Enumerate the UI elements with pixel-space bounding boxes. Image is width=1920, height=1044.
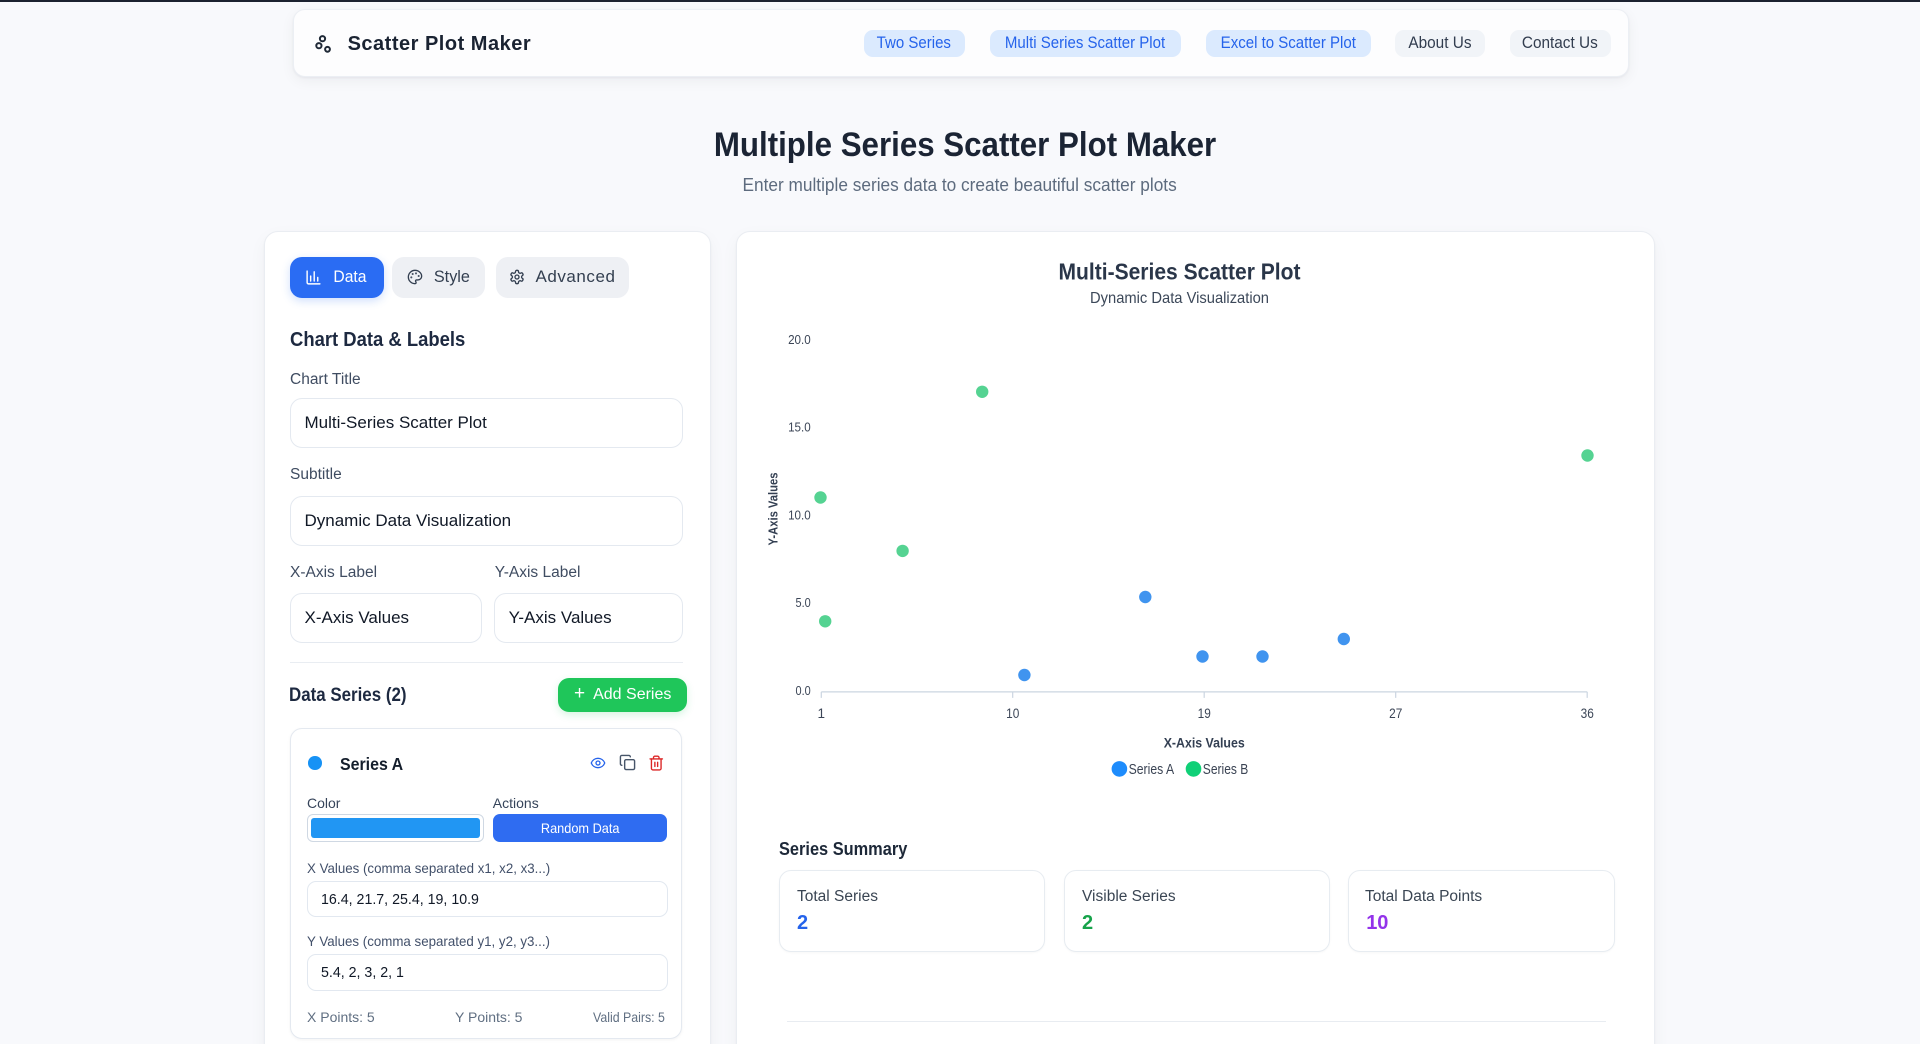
svg-text:Dynamic Data Visualization: Dynamic Data Visualization bbox=[1090, 290, 1269, 307]
svg-text:20.0: 20.0 bbox=[788, 331, 811, 346]
svg-text:X-Axis Values: X-Axis Values bbox=[1163, 734, 1244, 750]
svg-text:Series B: Series B bbox=[1202, 762, 1248, 778]
svg-text:5.0: 5.0 bbox=[795, 595, 810, 610]
svg-text:10: 10 bbox=[1006, 705, 1019, 720]
svg-text:Y-Axis Values: Y-Axis Values bbox=[765, 472, 780, 545]
svg-text:Multi-Series Scatter Plot: Multi-Series Scatter Plot bbox=[1058, 258, 1300, 284]
svg-text:27: 27 bbox=[1389, 705, 1402, 720]
svg-text:19: 19 bbox=[1197, 705, 1210, 720]
svg-text:36: 36 bbox=[1580, 705, 1593, 720]
svg-text:15.0: 15.0 bbox=[788, 419, 811, 434]
svg-text:1: 1 bbox=[817, 705, 825, 720]
svg-text:0.0: 0.0 bbox=[795, 682, 810, 697]
svg-text:10.0: 10.0 bbox=[788, 507, 811, 522]
svg-text:Series A: Series A bbox=[1128, 762, 1174, 778]
